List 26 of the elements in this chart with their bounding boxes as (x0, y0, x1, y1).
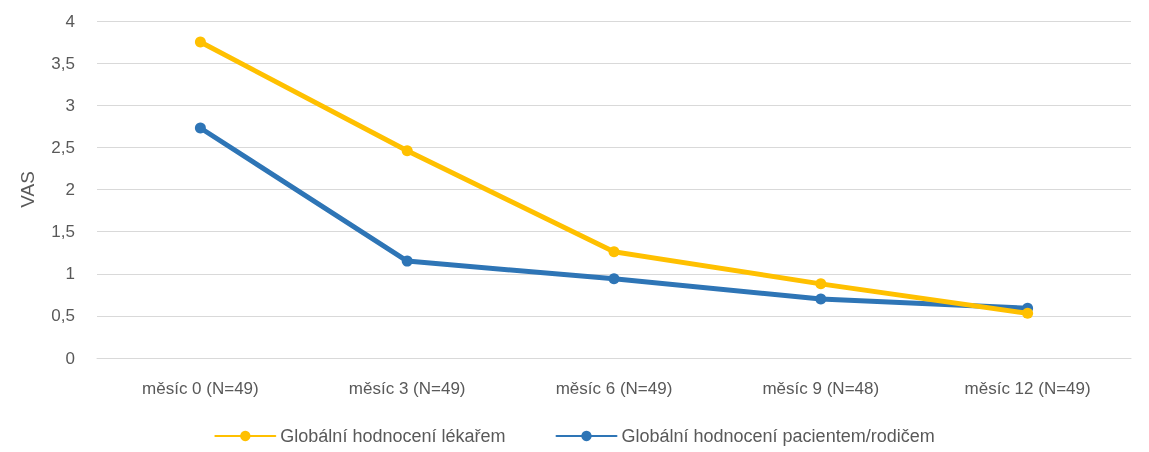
legend-label: Globální hodnocení lékařem (280, 426, 506, 446)
y-axis-title: VAS (17, 171, 38, 208)
y-tick-label: 3 (65, 95, 75, 115)
point (815, 293, 827, 305)
point (194, 122, 206, 134)
x-tick-label: měsíc 0 (N=49) (142, 379, 259, 398)
legend-label: Globální hodnocení pacientem/rodičem (621, 426, 935, 446)
point (401, 145, 413, 157)
y-tick-label: 1 (65, 264, 75, 284)
point (608, 246, 620, 258)
y-tick-label: 0 (65, 348, 75, 368)
y-tick-label: 1,5 (51, 222, 75, 242)
x-tick-label: měsíc 12 (N=49) (964, 379, 1091, 398)
point (194, 36, 206, 48)
point (815, 278, 827, 290)
x-tick-label: měsíc 6 (N=49) (555, 379, 673, 398)
y-tick-label: 2 (65, 180, 75, 199)
point (608, 273, 620, 285)
y-tick-label: 4 (65, 11, 75, 31)
x-tick-label: měsíc 9 (N=48) (762, 379, 880, 398)
point (401, 255, 413, 267)
point (1022, 307, 1034, 319)
y-tick-label: 2,5 (51, 137, 75, 157)
x-tick-label: měsíc 3 (N=49) (348, 379, 466, 398)
y-tick-label: 0,5 (51, 306, 75, 326)
y-tick-label: 3,5 (51, 53, 75, 73)
